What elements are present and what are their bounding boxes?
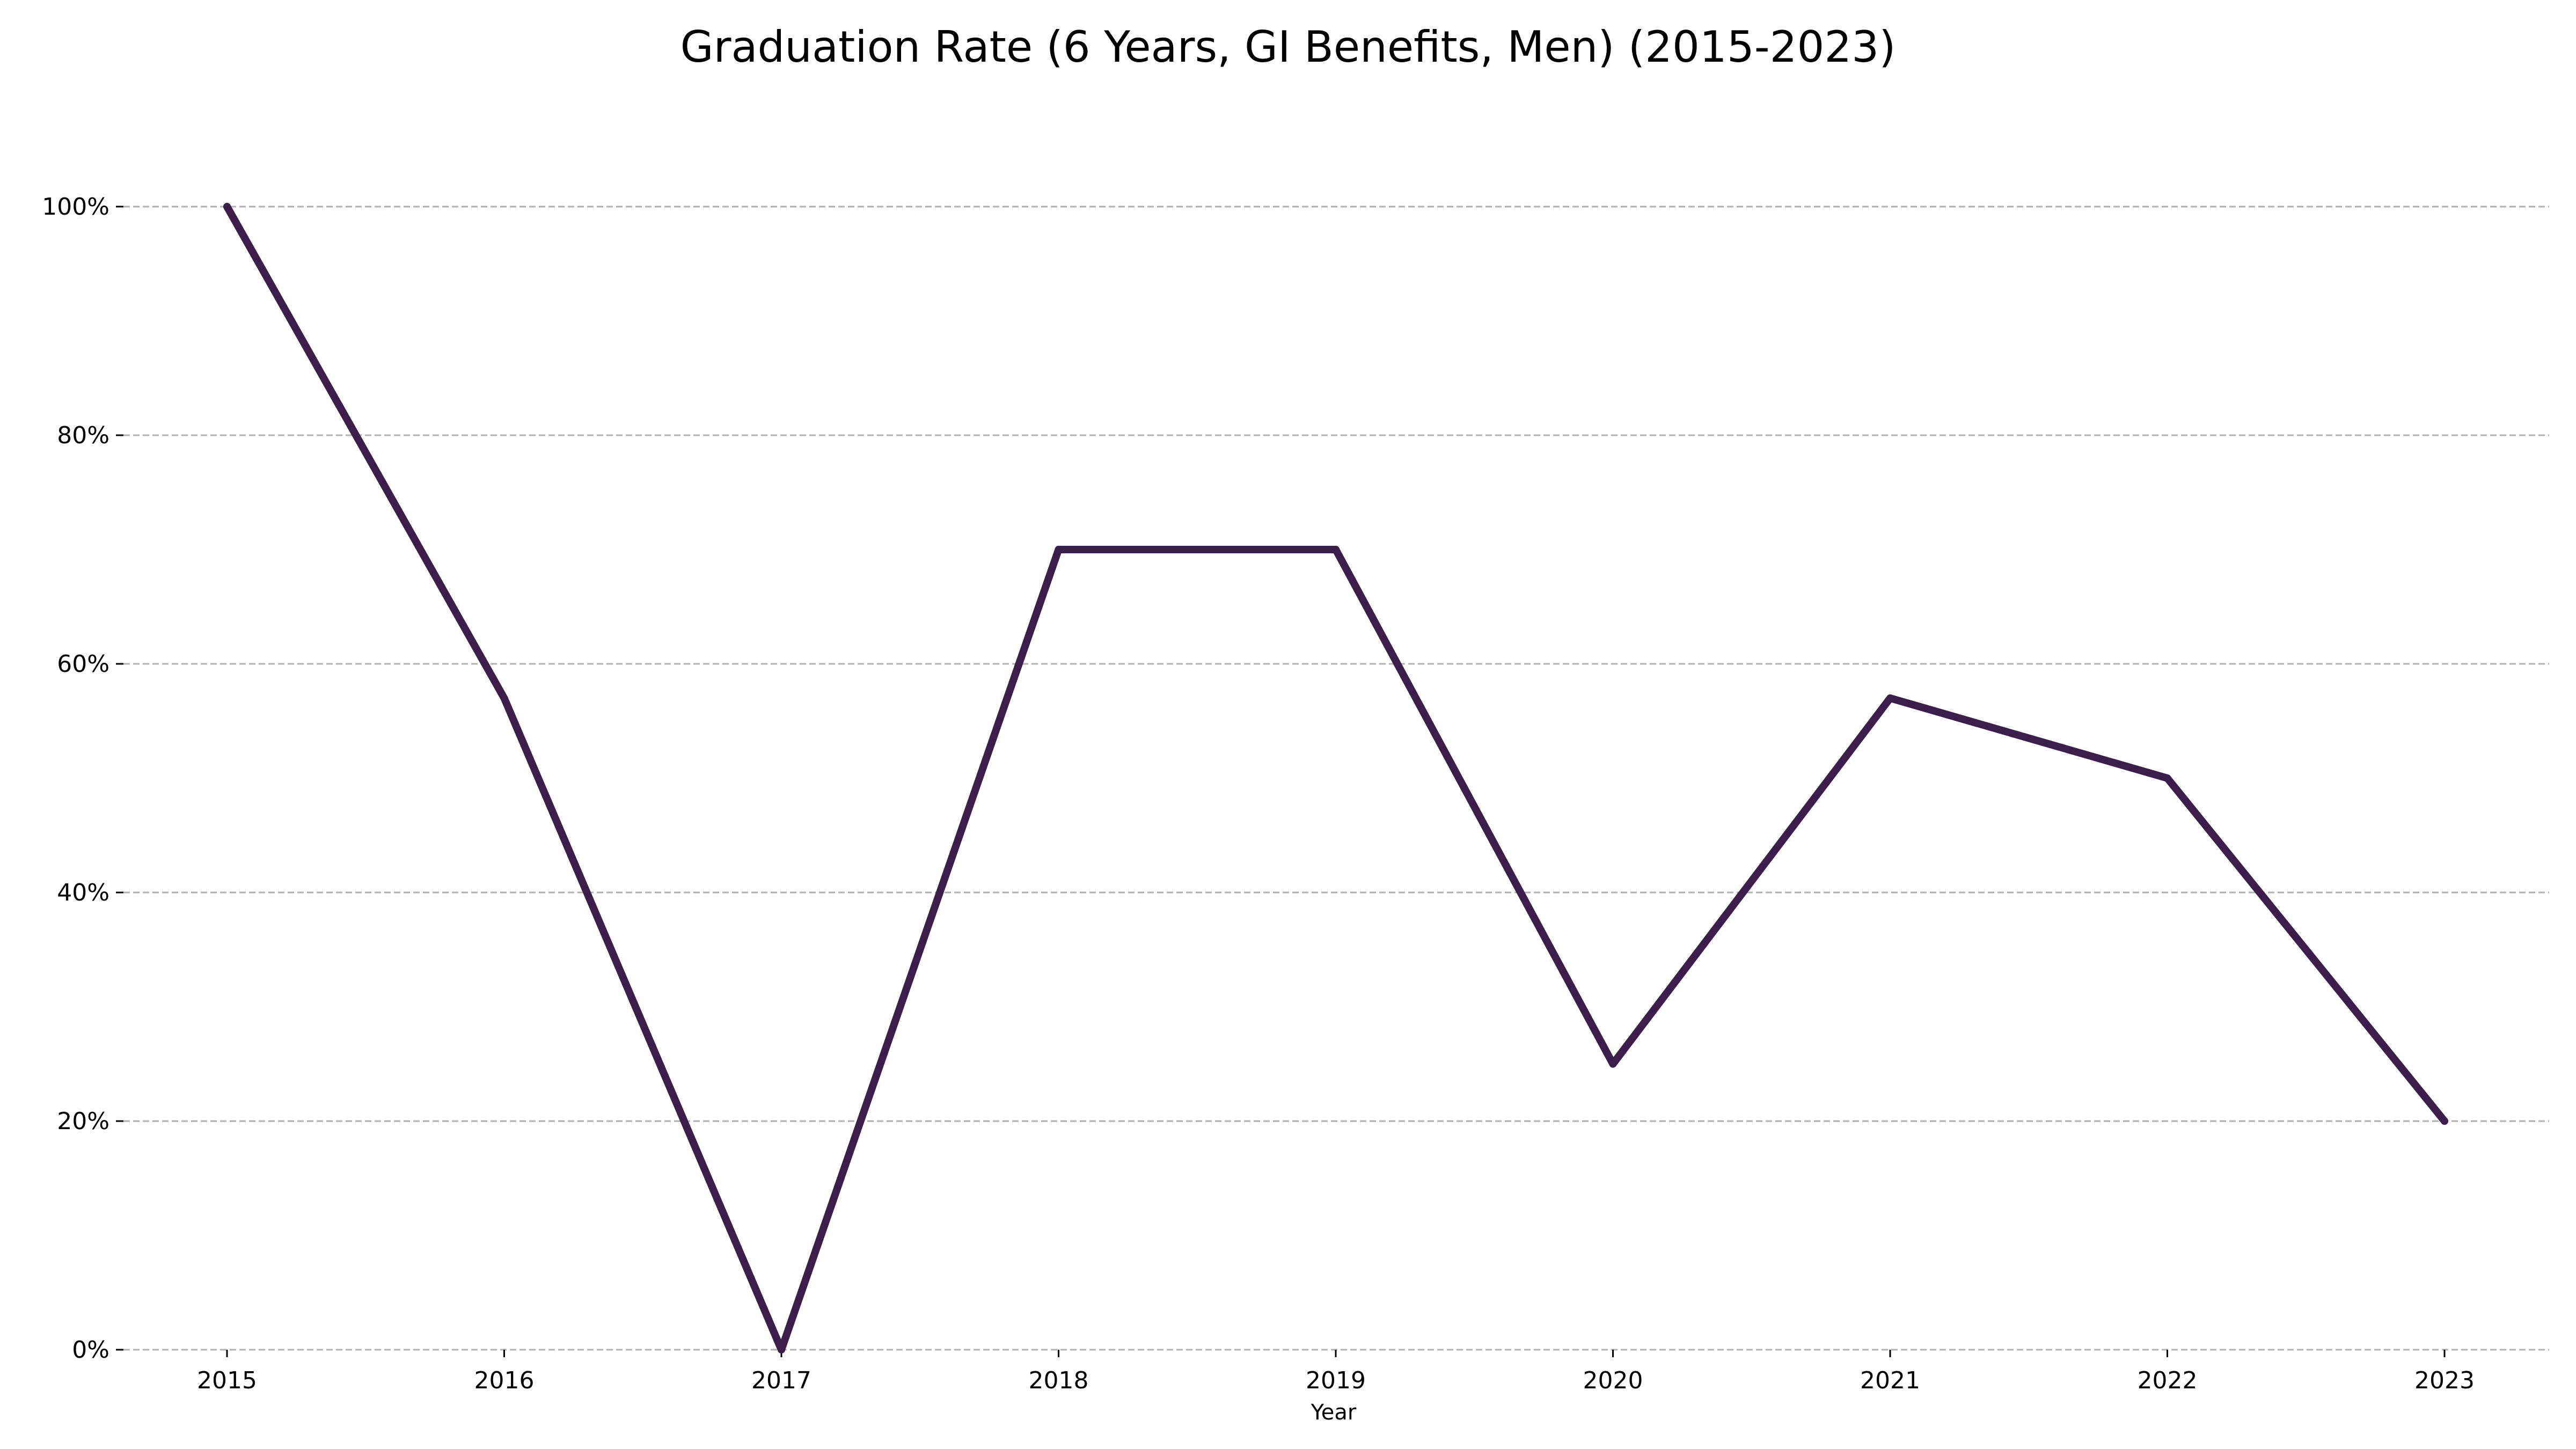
data-point [1886, 694, 1894, 702]
y-tick-label: 20% [57, 1108, 109, 1135]
x-axis-ticks: 2015 2016 2017 2018 2019 2020 2021 2022 2023 [197, 1350, 2475, 1394]
data-point [1609, 1060, 1617, 1068]
y-tick-label: 0% [72, 1336, 109, 1364]
chart-title: Graduation Rate (6 Years, GI Benefits, M… [680, 22, 1896, 72]
data-point [2441, 1117, 2448, 1125]
x-axis-label: Year [1311, 1400, 1357, 1425]
x-tick-label: 2023 [2414, 1367, 2475, 1394]
x-tick-label: 2016 [474, 1367, 535, 1394]
x-tick-label: 2022 [2138, 1367, 2198, 1394]
data-point [223, 203, 231, 210]
data-point [1055, 546, 1063, 553]
grid-lines [123, 206, 2549, 1351]
x-tick-label: 2017 [751, 1367, 811, 1394]
x-tick-label: 2020 [1583, 1367, 1643, 1394]
y-tick-label: 100% [42, 193, 109, 221]
data-point [2163, 774, 2171, 782]
data-point [1332, 546, 1340, 553]
y-axis-ticks: 0% 20% 40% 60% 80% 100% [42, 193, 123, 1364]
x-tick-label: 2015 [197, 1367, 257, 1394]
y-tick-label: 60% [57, 650, 109, 678]
series-group [223, 203, 2448, 1353]
series-line [223, 203, 2448, 1353]
y-tick-label: 40% [57, 879, 109, 906]
y-tick-label: 80% [57, 422, 109, 449]
data-point [500, 694, 508, 702]
x-tick-label: 2019 [1306, 1367, 1366, 1394]
data-point [778, 1346, 785, 1353]
x-tick-label: 2018 [1029, 1367, 1089, 1394]
x-tick-label: 2021 [1860, 1367, 1920, 1394]
